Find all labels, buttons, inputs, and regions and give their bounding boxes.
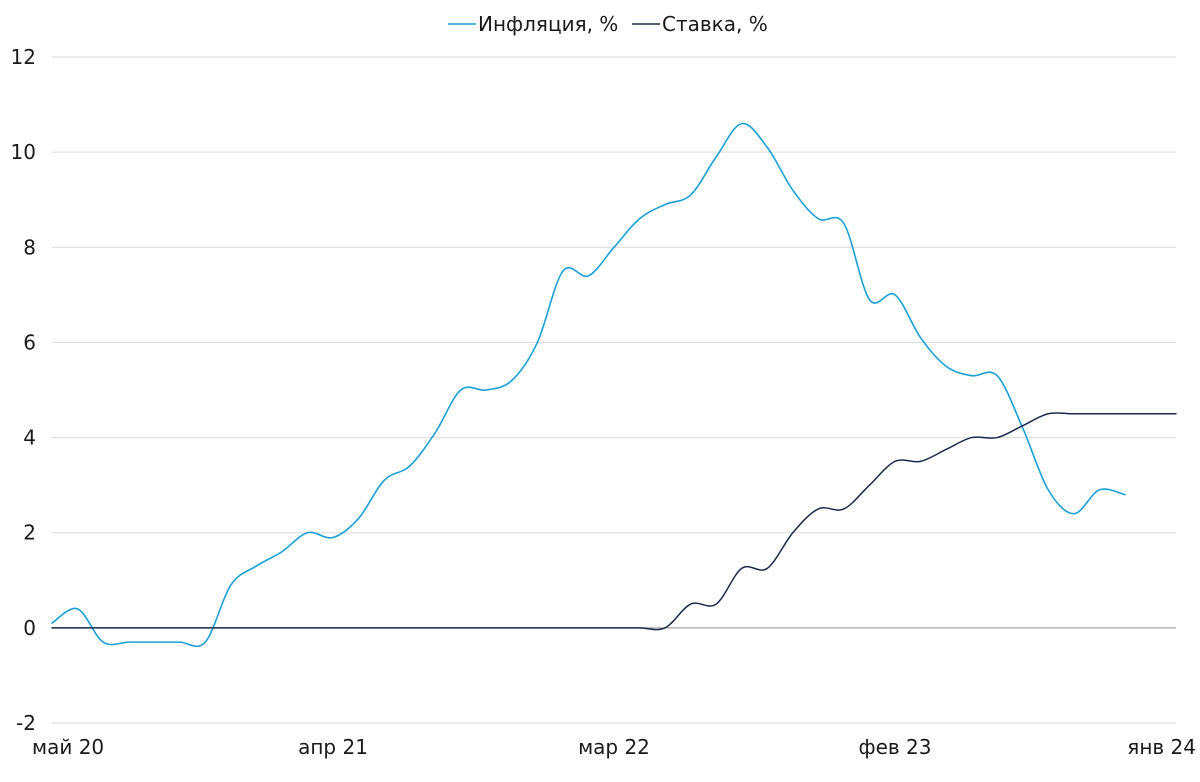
legend: Инфляция, % Ставка, %	[448, 12, 768, 36]
x-axis-tick-labels: май 20 апр 21 мар 22 фев 23 янв 24	[32, 735, 1196, 759]
y-tick-label: 2	[23, 521, 36, 545]
y-axis-tick-labels: -2 0 2 4 6 8 10 12	[11, 45, 36, 735]
legend-label: Ставка, %	[662, 12, 768, 36]
inflation-line	[51, 122, 1126, 648]
x-tick-label: апр 21	[298, 735, 368, 759]
y-tick-label: 12	[11, 45, 36, 69]
legend-label: Инфляция, %	[478, 12, 618, 36]
grid-lines	[52, 56, 1176, 724]
y-tick-label: -2	[16, 711, 36, 735]
y-tick-label: 6	[23, 330, 36, 354]
y-tick-label: 8	[23, 235, 36, 259]
series-lines	[51, 122, 1177, 648]
x-tick-label: мар 22	[578, 735, 650, 759]
y-tick-label: 0	[23, 616, 36, 640]
y-tick-label: 4	[23, 426, 36, 450]
y-tick-label: 10	[11, 140, 36, 164]
rate-line	[51, 412, 1177, 631]
x-tick-label: май 20	[32, 735, 104, 759]
x-tick-label: фев 23	[859, 735, 932, 759]
x-tick-label: янв 24	[1127, 735, 1196, 759]
